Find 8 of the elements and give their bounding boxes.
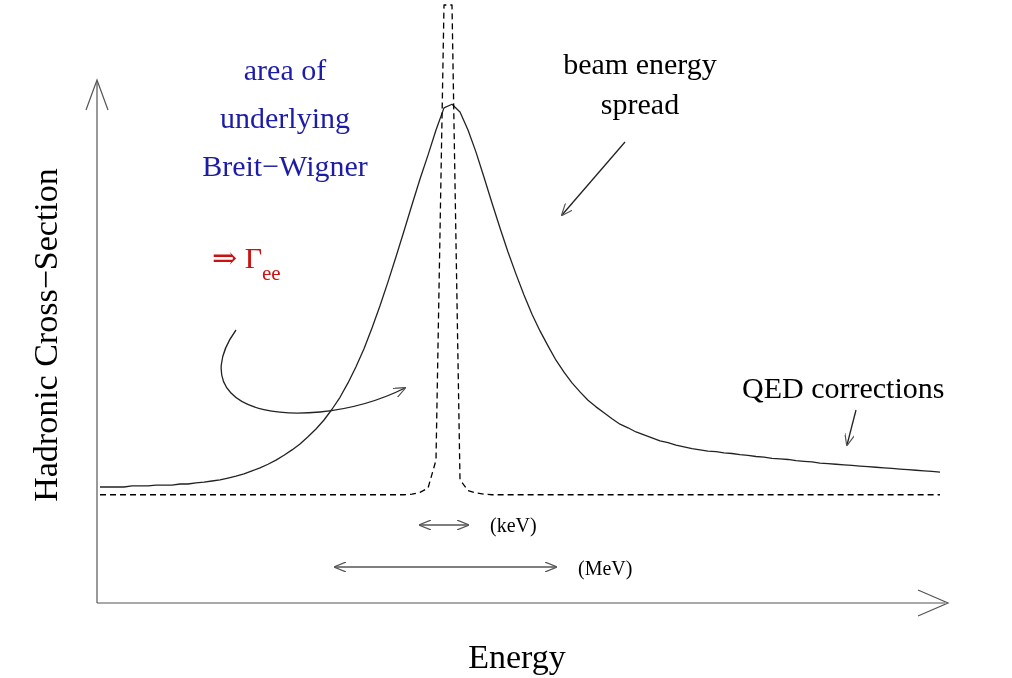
annotation: ⇒ Γ$_{ee}$: [212, 241, 281, 285]
annotation: area of underlying Breit−Wigner: [202, 53, 368, 182]
annotation: QED corrections: [742, 371, 945, 404]
annotation: beam energy spread: [563, 47, 717, 120]
annotation: (keV): [490, 514, 537, 537]
y-axis-title: Hadronic Cross−Section: [27, 168, 64, 502]
x-axis-title: Energy: [468, 638, 566, 675]
annotation: (MeV): [578, 557, 633, 580]
